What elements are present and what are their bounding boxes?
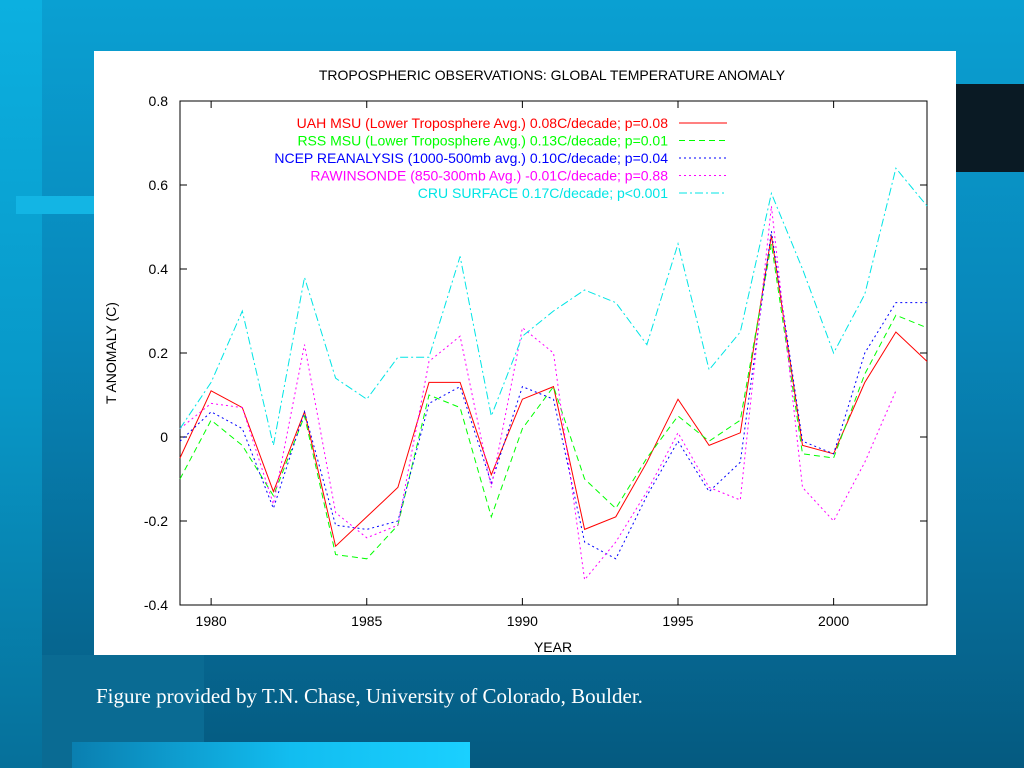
y-tick-label: 0.8 [149, 93, 169, 109]
y-tick-label: 0 [160, 429, 168, 445]
series-layer [179, 167, 928, 581]
background-bottom-bar [72, 742, 470, 768]
series-line-0 [179, 235, 928, 548]
background-accent-bar [16, 196, 96, 214]
temperature-anomaly-chart: TROPOSPHERIC OBSERVATIONS: GLOBAL TEMPER… [103, 67, 928, 655]
y-axis: -0.4 -0.2 0 0.2 0.4 0.6 0.8 [144, 93, 927, 613]
x-axis: 1980 1985 1990 1995 2000 [196, 101, 849, 629]
legend-label-1: RSS MSU (Lower Troposphere Avg.) 0.13C/d… [297, 133, 668, 149]
x-tick-label: 1980 [196, 613, 227, 629]
y-tick-label: 0.2 [149, 345, 169, 361]
y-tick-label: 0.6 [149, 177, 169, 193]
background-left-band [0, 0, 42, 768]
legend: UAH MSU (Lower Troposphere Avg.) 0.08C/d… [274, 115, 727, 201]
legend-label-4: CRU SURFACE 0.17C/decade; p<0.001 [418, 185, 668, 201]
x-tick-label: 2000 [818, 613, 849, 629]
y-tick-label: 0.4 [149, 261, 169, 277]
legend-label-0: UAH MSU (Lower Troposphere Avg.) 0.08C/d… [297, 115, 669, 131]
series-line-3 [179, 205, 897, 581]
figure-caption: Figure provided by T.N. Chase, Universit… [96, 684, 643, 708]
series-line-1 [179, 243, 928, 560]
y-axis-label: T ANOMALY (C) [103, 302, 119, 404]
background-dark-block [955, 84, 1024, 172]
x-tick-label: 1985 [351, 613, 382, 629]
y-tick-label: -0.2 [144, 513, 168, 529]
y-tick-label: -0.4 [144, 597, 168, 613]
series-line-4 [179, 167, 928, 446]
legend-label-2: NCEP REANALYSIS (1000-500mb avg.) 0.10C/… [274, 150, 668, 166]
x-axis-label: YEAR [534, 639, 572, 655]
chart-panel: TROPOSPHERIC OBSERVATIONS: GLOBAL TEMPER… [94, 51, 956, 655]
x-tick-label: 1990 [507, 613, 538, 629]
x-tick-label: 1995 [662, 613, 693, 629]
series-line-2 [179, 231, 927, 560]
legend-label-3: RAWINSONDE (850-300mb Avg.) -0.01C/decad… [310, 168, 668, 184]
chart-title: TROPOSPHERIC OBSERVATIONS: GLOBAL TEMPER… [319, 67, 786, 83]
